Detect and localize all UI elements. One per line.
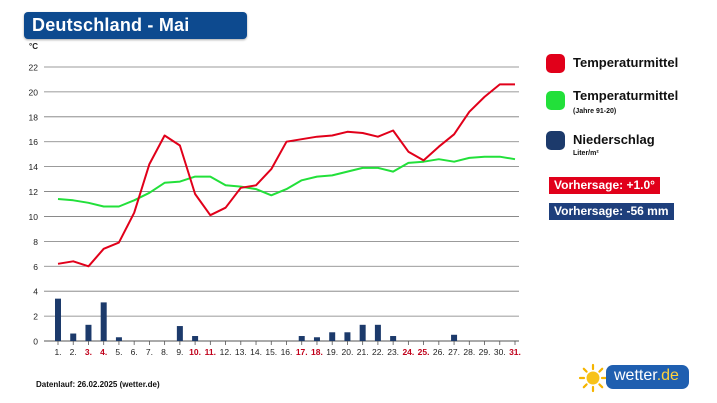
x-tick-label: 15. [265,347,277,357]
x-tick-label: 6. [131,347,138,357]
x-tick-label: 10. [189,347,201,357]
x-tick-label: 12. [220,347,232,357]
x-tick-label: 16. [281,347,293,357]
precipitation-bar [313,337,320,341]
precipitation-bar [70,333,77,341]
y-tick-label: 4 [33,287,38,297]
x-tick-label: 28. [463,347,475,357]
logo-suffix: .de [656,367,679,384]
x-tick-label: 26. [433,347,445,357]
y-tick-label: 8 [33,237,38,247]
navy-square-icon [546,131,565,150]
precipitation-bar [329,332,336,341]
x-tick-label: 29. [479,347,491,357]
temperature-line [57,83,515,268]
precipitation-bar [100,302,107,341]
title-banner: Deutschland - Mai [24,12,247,39]
y-tick-label: 16 [29,137,39,147]
precipitation-bar [374,324,381,341]
x-tick-label: 30. [494,347,506,357]
legend-label: Temperaturmittel [573,55,679,70]
precipitation-bar [359,324,366,341]
x-tick-label: 2. [70,347,77,357]
precipitation-bar [298,336,305,341]
y-tick-label: 14 [29,162,39,172]
x-tick-label: 24. [402,347,414,357]
logo-text: wetter [614,367,657,384]
sun-icon [578,363,608,393]
x-tick-label: 31. [509,347,521,357]
y-tick-label: 0 [33,337,38,347]
x-tick-label: 13. [235,347,247,357]
page-title: Deutschland - Mai [32,15,190,35]
x-tick-label: 3. [85,347,92,357]
y-tick-label: 12 [29,187,39,197]
y-tick-label: 18 [29,112,39,122]
precipitation-bar [451,334,458,341]
y-tick-label: 10 [29,212,39,222]
logo-wordmark: wetter.de [606,365,689,389]
legend-sublabel: (Jahre 91-20) [573,108,617,115]
x-tick-label: 21. [357,347,369,357]
precipitation-bar [85,324,92,341]
legend-label: Niederschlag [573,132,655,147]
y-unit-label: °C [29,42,38,51]
precipitation-bar [390,336,397,341]
forecast-temperature-badge: Vorhersage: +1.0° [549,177,660,194]
y-tick-label: 6 [33,262,38,272]
temperature-normal-line [57,155,516,208]
x-tick-label: 5. [115,347,122,357]
forecast-precipitation-badge: Vorhersage: -56 mm [549,203,674,220]
y-tick-label: 2 [33,312,38,322]
x-tick-label: 22. [372,347,384,357]
x-tick-label: 8. [161,347,168,357]
x-tick-label: 18. [311,347,323,357]
precipitation-bar [192,336,199,341]
x-tick-label: 19. [326,347,338,357]
x-tick-label: 20. [342,347,354,357]
x-tick-label: 1. [54,347,61,357]
y-tick-label: 20 [29,87,39,97]
x-tick-label: 7. [146,347,153,357]
x-tick-label: 27. [448,347,460,357]
precipitation-bar [176,326,183,341]
x-tick-label: 9. [176,347,183,357]
footer-data-run: Datenlauf: 26.02.2025 (wetter.de) [36,380,160,389]
x-tick-label: 17. [296,347,308,357]
precipitation-bar [344,332,351,341]
precipitation-bar [55,298,61,341]
legend-sublabel: Liter/m² [573,150,599,157]
red-square-icon [546,54,565,73]
x-tick-label: 4. [100,347,107,357]
x-tick-label: 23. [387,347,399,357]
y-tick-label: 22 [29,63,39,73]
x-tick-label: 25. [418,347,430,357]
green-square-icon [546,91,565,110]
legend-label: Temperaturmittel [573,88,679,103]
x-tick-label: 14. [250,347,262,357]
x-tick-label: 11. [205,347,216,357]
precipitation-bar [115,337,122,341]
